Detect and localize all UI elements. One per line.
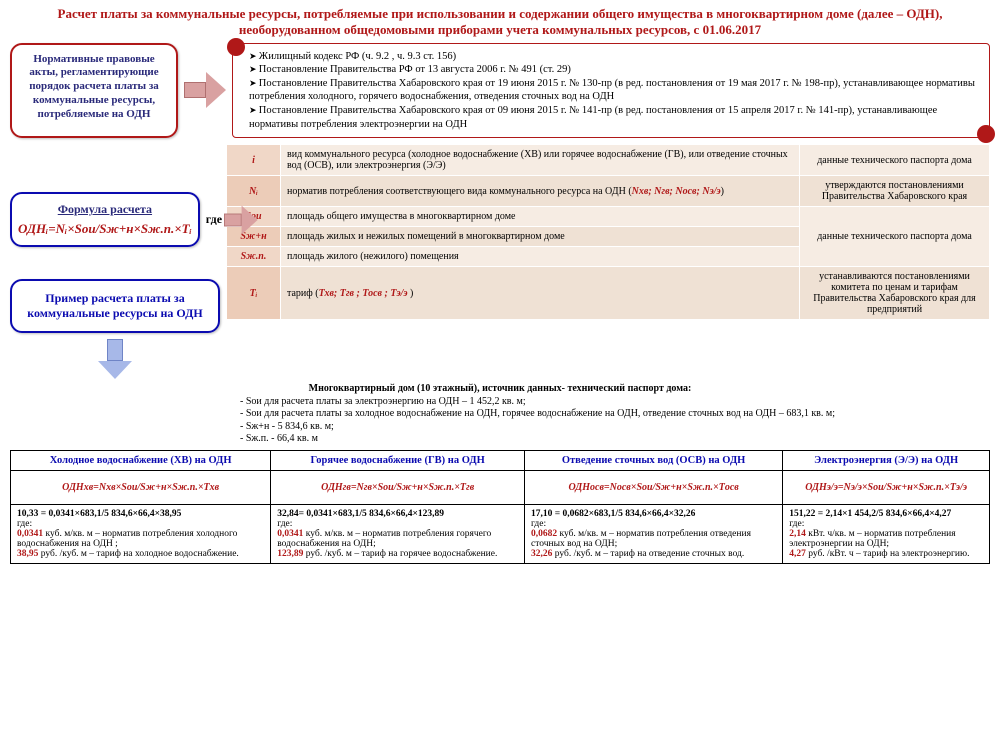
- def-symbol: Sж.п.: [227, 247, 281, 267]
- legal-list-item: Жилищный кодекс РФ (ч. 9.2 , ч. 9.3 ст. …: [249, 50, 979, 64]
- legal-list-item: Постановление Правительства Хабаровского…: [249, 104, 979, 131]
- def-source: утверждаются постановлениями Правительст…: [800, 176, 990, 207]
- def-desc: норматив потребления соответствующего ви…: [281, 176, 800, 207]
- calc-formula: ОДНхв=Nхв×Sои/Sж+н×Sж.п.×Tхв: [11, 470, 271, 504]
- example-intro-line: - Sои для расчета платы за холодное водо…: [240, 408, 990, 421]
- example-intro-line: - Sж.п. - 66,4 кв. м: [240, 433, 990, 446]
- calc-cell: 32,84= 0,0341×683,1/5 834,6×66,4×123,89г…: [271, 504, 525, 563]
- example-intro-line: - Sои для расчета платы за электроэнерги…: [240, 396, 990, 409]
- calc-cell: 17,10 = 0,0682×683,1/5 834,6×66,4×32,26г…: [524, 504, 782, 563]
- def-symbol: i: [227, 145, 281, 176]
- example-intro-head: Многоквартирный дом (10 этажный), источн…: [10, 383, 990, 396]
- formula-box: Формула расчета ОДНᵢ=Nᵢ×Sои/Sж+н×Sж.п.×T…: [10, 192, 200, 247]
- where-label: где: [206, 212, 222, 227]
- calc-header: Холодное водоснабжение (ХВ) на ОДН: [11, 450, 271, 470]
- example-intro-line: - Sж+н - 5 834,6 кв. м;: [240, 421, 990, 434]
- arrow-right-icon: [184, 72, 226, 108]
- formula-caption: Формула расчета: [18, 202, 192, 217]
- legal-acts-list: Жилищный кодекс РФ (ч. 9.2 , ч. 9.3 ст. …: [232, 43, 990, 139]
- example-box: Пример расчета платы за коммунальные рес…: [10, 279, 220, 333]
- legal-acts-box: Нормативные правовые акты, регламентирую…: [10, 43, 178, 139]
- calc-header: Горячее водоснабжение (ГВ) на ОДН: [271, 450, 525, 470]
- formula-text: ОДНᵢ=Nᵢ×Sои/Sж+н×Sж.п.×Tᵢ: [18, 221, 192, 237]
- page-title: Расчет платы за коммунальные ресурсы, по…: [10, 6, 990, 39]
- definitions-table: iвид коммунального ресурса (холодное вод…: [226, 144, 990, 320]
- def-desc: вид коммунального ресурса (холодное водо…: [281, 145, 800, 176]
- calc-formula: ОДНэ/э=Nэ/э×Sои/Sж+н×Sж.п.×Tэ/э: [783, 470, 990, 504]
- def-symbol: Tᵢ: [227, 267, 281, 320]
- calc-header: Отведение сточных вод (ОСВ) на ОДН: [524, 450, 782, 470]
- arrow-down-icon: [98, 339, 132, 379]
- legal-list-item: Постановление Правительства Хабаровского…: [249, 77, 979, 104]
- calc-cell: 10,33 = 0,0341×683,1/5 834,6×66,4×38,95г…: [11, 504, 271, 563]
- def-source: данные технического паспорта дома: [800, 207, 990, 267]
- calc-formula: ОДНгв=Nгв×Sои/Sж+н×Sж.п.×Tгв: [271, 470, 525, 504]
- calc-formula: ОДНосв=Nосв×Sои/Sж+н×Sж.п.×Tосв: [524, 470, 782, 504]
- def-source: устанавливаются постановлениями комитета…: [800, 267, 990, 320]
- legal-list-item: Постановление Правительства РФ от 13 авг…: [249, 63, 979, 77]
- def-symbol: Nᵢ: [227, 176, 281, 207]
- calc-cell: 151,22 = 2,14×1 454,2/5 834,6×66,4×4,27г…: [783, 504, 990, 563]
- def-desc: тариф (Тхв; Тгв ; Тосв ; Тэ/э ): [281, 267, 800, 320]
- example-intro: Многоквартирный дом (10 этажный), источн…: [10, 383, 990, 446]
- calc-header: Электроэнергия (Э/Э) на ОДН: [783, 450, 990, 470]
- def-desc: площадь общего имущества в многоквартирн…: [281, 207, 800, 227]
- calculation-table: Холодное водоснабжение (ХВ) на ОДНГоряче…: [10, 450, 990, 564]
- def-desc: площадь жилых и нежилых помещений в мног…: [281, 227, 800, 247]
- def-source: данные технического паспорта дома: [800, 145, 990, 176]
- def-desc: площадь жилого (нежилого) помещения: [281, 247, 800, 267]
